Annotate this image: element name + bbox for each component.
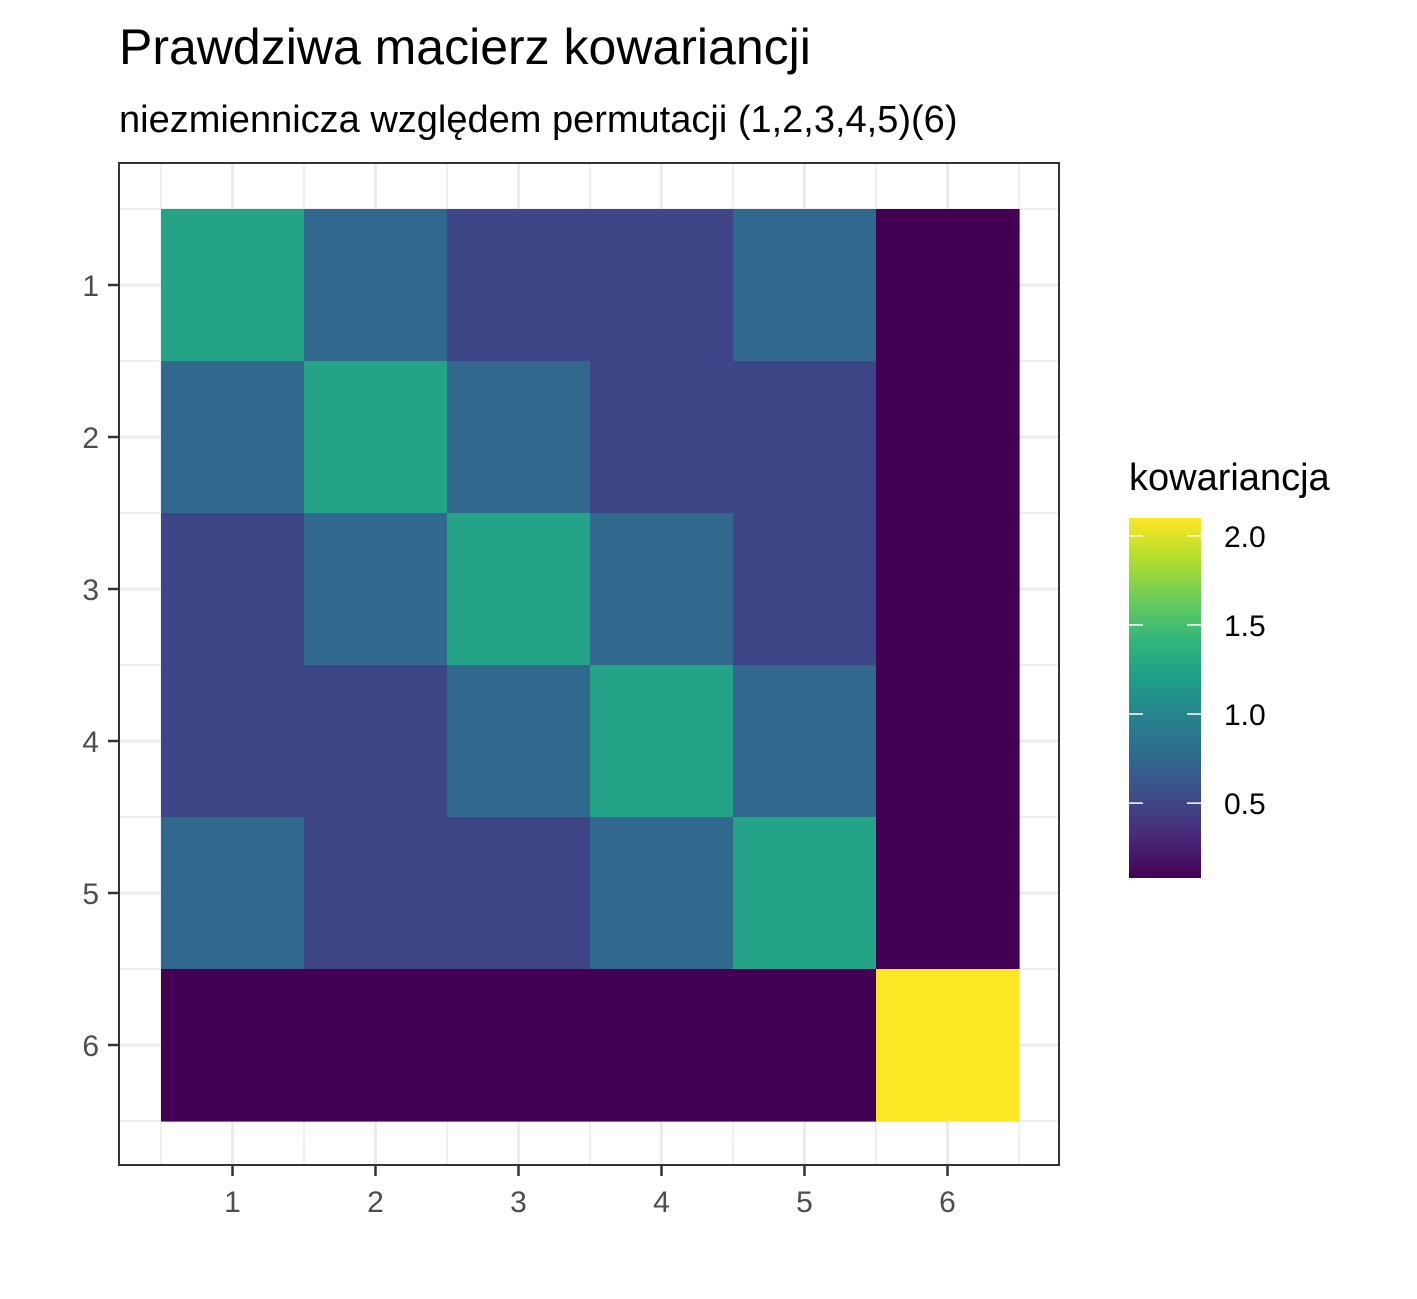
heatmap-cell-5-5	[733, 817, 877, 970]
heatmap-cell-3-2	[304, 513, 448, 666]
heatmap-cell-6-4	[590, 969, 734, 1122]
heatmap-cell-3-3	[447, 513, 591, 666]
y-tick-label: 5	[82, 878, 99, 911]
legend-title: kowariancja	[1129, 457, 1331, 499]
heatmap-cell-3-6	[876, 513, 1020, 666]
heatmap-cell-6-3	[447, 969, 591, 1122]
legend-break-label: 1.0	[1224, 699, 1266, 732]
y-tick-label: 3	[82, 574, 99, 607]
heatmap-cell-2-1	[161, 361, 305, 514]
x-tick-label: 3	[510, 1186, 527, 1219]
heatmap-cell-4-3	[447, 665, 591, 818]
heatmap-cell-4-6	[876, 665, 1020, 818]
heatmap-cell-5-3	[447, 817, 591, 970]
heatmap-cell-6-5	[733, 969, 877, 1122]
x-tick-label: 1	[224, 1186, 241, 1219]
heatmap-cell-5-6	[876, 817, 1020, 970]
panel-border	[118, 162, 1060, 1166]
heatmap-cell-3-4	[590, 513, 734, 666]
legend-colorbar	[1129, 518, 1201, 878]
heatmap-cell-1-2	[304, 209, 448, 362]
heatmap-tiles	[161, 209, 1020, 1122]
chart-subtitle: niezmiennicza względem permutacji (1,2,3…	[119, 99, 957, 141]
heatmap-cell-4-5	[733, 665, 877, 818]
heatmap-cell-4-2	[304, 665, 448, 818]
heatmap-cell-5-2	[304, 817, 448, 970]
heatmap-cell-2-4	[590, 361, 734, 514]
heatmap-cell-1-3	[447, 209, 591, 362]
x-tick-label: 2	[367, 1186, 384, 1219]
x-tick-label: 4	[653, 1186, 670, 1219]
x-axis: 1 2 3 4 5 6	[224, 1165, 956, 1219]
heatmap-cell-5-4	[590, 817, 734, 970]
heatmap-cell-1-4	[590, 209, 734, 362]
chart-title: Prawdziwa macierz kowariancji	[119, 19, 811, 75]
heatmap-cell-2-2	[304, 361, 448, 514]
heatmap-cell-4-1	[161, 665, 305, 818]
heatmap-cell-6-1	[161, 969, 305, 1122]
heatmap-cell-2-3	[447, 361, 591, 514]
heatmap-cell-2-6	[876, 361, 1020, 514]
y-tick-label: 1	[82, 270, 99, 303]
heatmap-cell-1-6	[876, 209, 1020, 362]
legend-break-label: 0.5	[1224, 788, 1266, 821]
heatmap-cell-1-1	[161, 209, 305, 362]
heatmap-cell-6-2	[304, 969, 448, 1122]
y-tick-label: 6	[82, 1030, 99, 1063]
heatmap-cell-5-1	[161, 817, 305, 970]
heatmap-cell-6-6	[876, 969, 1020, 1122]
y-axis: 1 2 3 4 5 6	[82, 270, 119, 1063]
y-tick-label: 4	[82, 726, 99, 759]
heatmap-cell-3-5	[733, 513, 877, 666]
plot-panel	[118, 162, 1060, 1166]
y-tick-label: 2	[82, 422, 99, 455]
legend-break-label: 2.0	[1224, 521, 1266, 554]
heatmap-cell-1-5	[733, 209, 877, 362]
x-tick-label: 6	[939, 1186, 956, 1219]
legend: kowariancja 0.5 1.0 1.5 2.0	[1129, 457, 1331, 878]
heatmap-cell-2-5	[733, 361, 877, 514]
legend-break-label: 1.5	[1224, 610, 1266, 643]
heatmap-cell-3-1	[161, 513, 305, 666]
heatmap-cell-4-4	[590, 665, 734, 818]
x-tick-label: 5	[796, 1186, 813, 1219]
